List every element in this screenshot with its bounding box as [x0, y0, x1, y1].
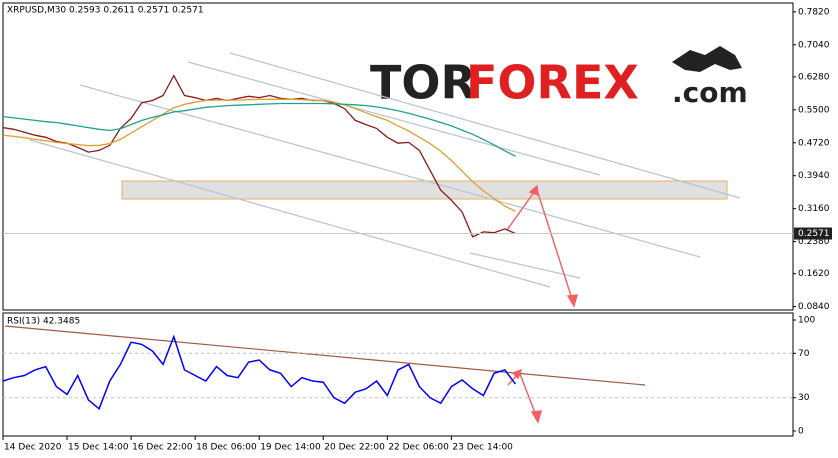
arrows: [506, 184, 578, 424]
trendline: [187, 61, 601, 176]
last-price-box: [794, 227, 832, 240]
y-tick-label: 0.4720: [798, 138, 830, 148]
arrow-head: [511, 368, 523, 380]
x-tick-label: 22 Dec 06:00: [388, 443, 449, 453]
watermark-tor: TOR: [370, 56, 476, 110]
x-tick-label: 16 Dec 22:00: [132, 443, 193, 453]
watermark: TOR FOREX .com: [370, 46, 748, 110]
y-tick-label: 30: [798, 393, 810, 403]
rsi-title: RSI(13) 42.3485: [7, 317, 80, 327]
x-tick-label: 19 Dec 14:00: [260, 443, 321, 453]
x-tick-label: 15 Dec 14:00: [68, 443, 129, 453]
trendline: [29, 139, 551, 288]
watermark-forex: FOREX: [466, 56, 639, 110]
y-tick-label: 100: [798, 315, 815, 325]
y-tick-label: 0.7040: [798, 40, 830, 50]
zone: [121, 180, 728, 200]
watermark-com: .com: [672, 76, 748, 109]
y-tick-label: 0.5500: [798, 105, 830, 115]
price-line: [2, 102, 516, 157]
rsi-frame: [2, 312, 794, 437]
y-tick-label: 0.0840: [798, 302, 830, 312]
x-tick-label: 18 Dec 06:00: [196, 443, 257, 453]
trendline: [79, 84, 701, 258]
trendline: [469, 252, 581, 279]
main-frame: [2, 2, 794, 311]
x-tick-label: 20 Dec 22:00: [324, 443, 385, 453]
price-line: [2, 334, 516, 411]
trendline: [229, 52, 741, 199]
arrow: [536, 189, 574, 303]
price-line: [2, 74, 516, 238]
y-tick-label: 0: [798, 427, 804, 437]
arrow: [519, 373, 538, 419]
y-tick-label: 0.3940: [798, 171, 830, 181]
x-tick-label: 23 Dec 14:00: [452, 443, 513, 453]
y-tick-label: 0.7820: [798, 7, 830, 17]
chart-title: XRPUSD,M30 0.2593 0.2611 0.2571 0.2571: [7, 6, 204, 16]
arrow: [506, 187, 538, 231]
bull-icon: [672, 46, 742, 72]
last-price-label: 0.2571: [798, 229, 830, 239]
y-tick-label: 70: [798, 349, 810, 359]
price-line: [2, 98, 516, 212]
y-tick-label: 0.6280: [798, 72, 830, 82]
x-tick-label: 14 Dec 2020: [4, 443, 62, 453]
arrow-head: [566, 294, 578, 308]
y-tick-label: 0.1620: [798, 269, 830, 279]
y-tick-label: 0.2380: [798, 237, 830, 247]
rsi-trendline: [4, 325, 646, 386]
arrow-head: [530, 410, 542, 424]
y-tick-label: 0.3160: [798, 204, 830, 214]
